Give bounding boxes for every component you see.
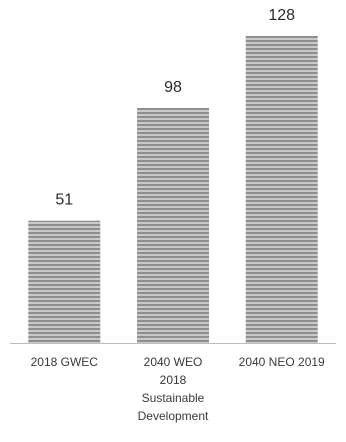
data-label-2: 98 (164, 79, 182, 96)
x-tick-label-line: Sustainable (142, 391, 205, 405)
x-tick-label-line: 2040 NEO 2019 (239, 355, 325, 369)
bar-1 (28, 220, 101, 343)
x-tick-label-line: Development (138, 409, 209, 423)
x-tick-label-2: 2040 WEO 2018 Sustainable Development (138, 355, 209, 423)
x-tick-label-3: 2040 NEO 2019 (239, 355, 325, 369)
x-tick-label-line: 2018 GWEC (31, 355, 99, 369)
x-tick-label-line: 2040 WEO (144, 355, 203, 369)
data-label-3: 128 (268, 7, 295, 24)
bar-2 (137, 108, 209, 343)
x-tick-label-line: 2018 (160, 373, 187, 387)
labels-layer: 51 2018 GWEC 98 2040 WEO 2018 Sustainable Deve… (31, 7, 325, 423)
x-tick-label-1: 2018 GWEC (31, 355, 99, 369)
bar-3 (245, 36, 318, 343)
bars-layer (28, 36, 318, 343)
data-label-1: 51 (55, 192, 73, 209)
